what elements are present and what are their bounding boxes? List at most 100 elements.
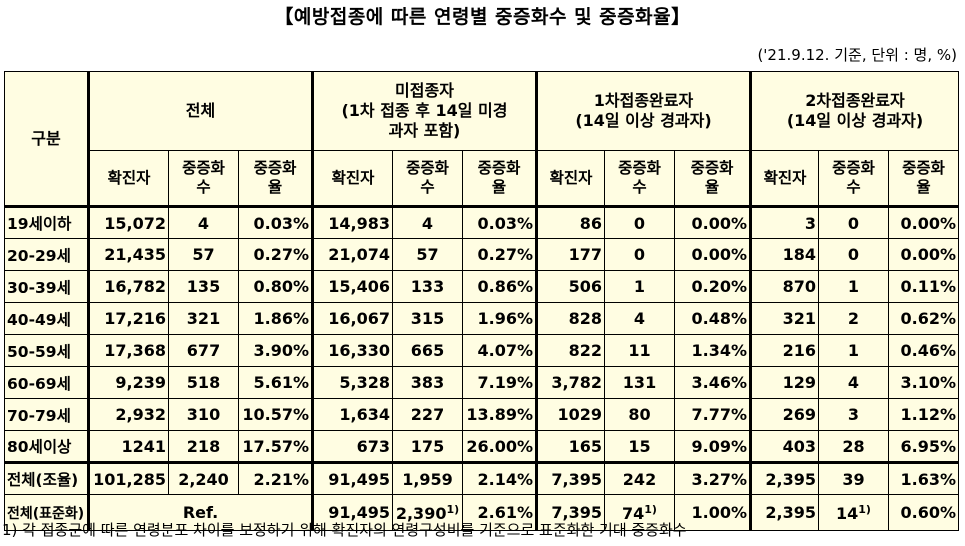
table-row: 20-29세 21,435 57 0.27% 21,074 57 0.27% 177 0 0.00… — [4, 238, 959, 271]
cell-severe-rate: 0.86% — [462, 270, 538, 303]
header-group-first-dose: 1차접종완료자 (14일 이상 경과자) — [536, 71, 752, 151]
cell-confirmed: 506 — [536, 270, 605, 303]
cell-severe-count: 0 — [604, 238, 675, 271]
cell-severe-count: 39 — [818, 461, 889, 495]
table-row: 60-69세 9,239 518 5.61% 5,328 383 7.19% 3,782 131… — [4, 366, 959, 399]
cell-confirmed: 216 — [750, 334, 819, 367]
cell-value: 14 — [836, 503, 859, 523]
cell-confirmed: 86 — [536, 206, 605, 239]
table-row: 30-39세 16,782 135 0.80% 15,406 133 0.86% 506 1 0.… — [4, 270, 959, 303]
cell-severe-rate: 26.00% — [462, 430, 538, 463]
cell-confirmed: 822 — [536, 334, 605, 367]
cell-confirmed: 91,495 — [312, 461, 393, 495]
cell-severe-count: 57 — [168, 238, 239, 271]
header-group-unvaccinated: 미접종자 (1차 접종 후 14일 미경 과자 포함) — [312, 71, 538, 151]
cell-severe-count: 135 — [168, 270, 239, 303]
cell-confirmed: 177 — [536, 238, 605, 271]
cell-severe-rate: 4.07% — [462, 334, 538, 367]
table-row: 50-59세 17,368 677 3.90% 16,330 665 4.07% 822 11 1… — [4, 334, 959, 367]
cell-severe-rate: 13.89% — [462, 398, 538, 431]
subheader-confirmed: 확진자 — [312, 150, 393, 208]
cell-severe-count: 321 — [168, 302, 239, 335]
cell-confirmed: 9,239 — [88, 366, 169, 399]
cell-severe-count: 15 — [604, 430, 675, 463]
cell-confirmed: 14,983 — [312, 206, 393, 239]
cell-severe-rate: 1.12% — [888, 398, 959, 431]
cell-severe-count: 0 — [818, 206, 889, 239]
cell-severe-rate: 0.03% — [238, 206, 314, 239]
cell-confirmed: 403 — [750, 430, 819, 463]
subheader-severe-count: 중증화 수 — [604, 150, 675, 208]
cell-confirmed: 16,067 — [312, 302, 393, 335]
cell-confirmed: 15,406 — [312, 270, 393, 303]
cell-severe-count: 4 — [818, 366, 889, 399]
cell-severe-rate: 1.34% — [674, 334, 752, 367]
cell-severe-count: 1 — [604, 270, 675, 303]
cell-confirmed: 2,395 — [750, 494, 819, 531]
subheader-confirmed: 확진자 — [536, 150, 605, 208]
cell-severe-rate: 3.10% — [888, 366, 959, 399]
cell-severe-count: 2 — [818, 302, 889, 335]
cell-severe-count: 4 — [604, 302, 675, 335]
cell-severe-count: 218 — [168, 430, 239, 463]
row-label: 20-29세 — [4, 238, 90, 271]
cell-severe-rate: 2.21% — [238, 461, 314, 495]
table-title: 【예방접종에 따른 연령별 중증화수 및 중증화율】 — [274, 6, 691, 28]
cell-confirmed: 2,395 — [750, 461, 819, 495]
cell-severe-rate: 6.95% — [888, 430, 959, 463]
footnote: 1) 각 접종군에 따른 연령분포 차이를 보정하기 위해 확진자의 연령구성비… — [2, 521, 687, 539]
cell-confirmed: 184 — [750, 238, 819, 271]
subheader-severe-rate: 중증화 율 — [888, 150, 959, 208]
cell-severe-rate: 1.00% — [674, 494, 752, 531]
cell-severe-rate: 0.27% — [462, 238, 538, 271]
cell-severe-count: 11 — [604, 334, 675, 367]
cell-confirmed: 129 — [750, 366, 819, 399]
cell-severe-rate: 0.80% — [238, 270, 314, 303]
cell-severe-count: 133 — [392, 270, 463, 303]
cell-severe-count: 4 — [392, 206, 463, 239]
table-row: 40-49세 17,216 321 1.86% 16,067 315 1.96% 828 4 0.… — [4, 302, 959, 335]
cell-severe-count: 741) — [604, 494, 675, 531]
cell-severe-rate: 0.00% — [674, 206, 752, 239]
cell-severe-count: 677 — [168, 334, 239, 367]
subheader-severe-count: 중증화 수 — [168, 150, 239, 208]
cell-severe-count: 57 — [392, 238, 463, 271]
header-group-second-dose: 2차접종완료자 (14일 이상 경과자) — [750, 71, 959, 151]
table-row: 전체(조율) 101,285 2,240 2.21% 91,495 1,959 2.14% 7… — [4, 461, 959, 495]
cell-severe-count: 383 — [392, 366, 463, 399]
cell-confirmed: 870 — [750, 270, 819, 303]
cell-severe-count: 0 — [604, 206, 675, 239]
cell-severe-count: 1 — [818, 334, 889, 367]
cell-severe-rate: 17.57% — [238, 430, 314, 463]
cell-confirmed: 3 — [750, 206, 819, 239]
subheader-severe-rate: 중증화 율 — [462, 150, 538, 208]
cell-severe-rate: 9.09% — [674, 430, 752, 463]
reference-cell: Ref. — [88, 494, 314, 531]
cell-severe-count: 80 — [604, 398, 675, 431]
footnote-mark: 1) — [446, 502, 460, 516]
cell-severe-rate: 0.27% — [238, 238, 314, 271]
cell-confirmed: 21,435 — [88, 238, 169, 271]
table-row: 70-79세 2,932 310 10.57% 1,634 227 13.89% 1029 80… — [4, 398, 959, 431]
cell-confirmed: 3,782 — [536, 366, 605, 399]
cell-severe-rate: 0.60% — [888, 494, 959, 531]
cell-confirmed: 321 — [750, 302, 819, 335]
cell-confirmed: 828 — [536, 302, 605, 335]
cell-severe-rate: 0.62% — [888, 302, 959, 335]
cell-severe-rate: 2.61% — [462, 494, 538, 531]
subheader-confirmed: 확진자 — [88, 150, 169, 208]
cell-severe-rate: 0.48% — [674, 302, 752, 335]
subheader-severe-count: 중증화 수 — [818, 150, 889, 208]
cell-severe-rate: 0.03% — [462, 206, 538, 239]
cell-confirmed: 2,932 — [88, 398, 169, 431]
row-label: 전체(조율) — [4, 461, 90, 495]
cell-confirmed: 17,368 — [88, 334, 169, 367]
cell-severe-rate: 10.57% — [238, 398, 314, 431]
severity-table: 구분 전체 미접종자 (1차 접종 후 14일 미경 과자 포함) 1차접종완료자(… — [4, 71, 959, 531]
cell-confirmed: 16,330 — [312, 334, 393, 367]
cell-severe-count: 665 — [392, 334, 463, 367]
cell-severe-rate: 0.11% — [888, 270, 959, 303]
cell-confirmed: 5,328 — [312, 366, 393, 399]
cell-confirmed: 1241 — [88, 430, 169, 463]
cell-severe-rate: 0.00% — [674, 238, 752, 271]
